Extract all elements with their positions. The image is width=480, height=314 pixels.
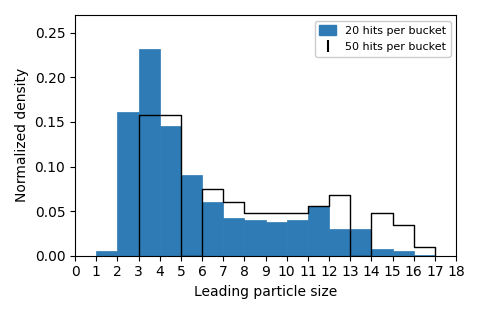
Bar <box>139 49 160 256</box>
X-axis label: Leading particle size: Leading particle size <box>194 285 337 299</box>
Bar <box>329 229 350 256</box>
Bar <box>244 220 265 256</box>
Bar <box>350 229 372 256</box>
Bar <box>223 218 244 256</box>
Bar <box>181 176 202 256</box>
Bar <box>96 251 118 256</box>
Y-axis label: Normalized density: Normalized density <box>15 68 29 203</box>
Bar <box>308 206 329 256</box>
Bar <box>393 251 414 256</box>
Bar <box>202 202 223 256</box>
Bar <box>265 222 287 256</box>
Legend: 20 hits per bucket, 50 hits per bucket: 20 hits per bucket, 50 hits per bucket <box>315 20 451 57</box>
Bar <box>372 249 393 256</box>
Bar <box>414 255 435 256</box>
Bar <box>160 127 181 256</box>
Bar <box>118 112 139 256</box>
Bar <box>287 220 308 256</box>
